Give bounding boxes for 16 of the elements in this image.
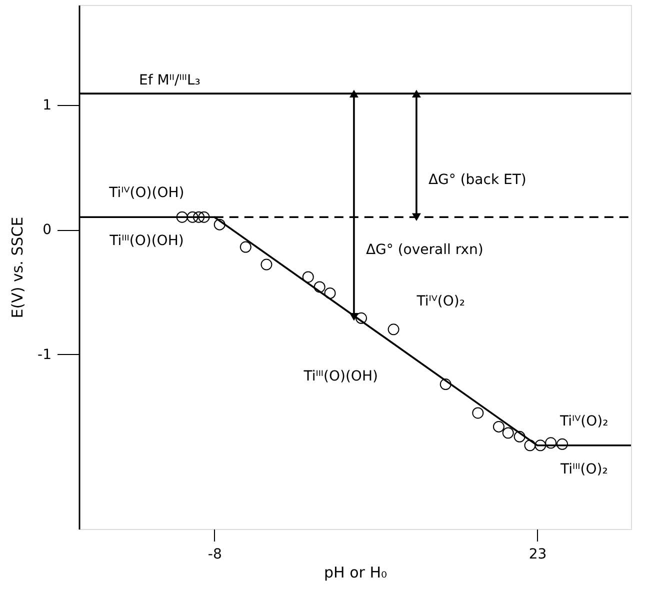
x-tick-label: -8 <box>208 546 222 562</box>
x-tick-label: 23 <box>528 546 547 562</box>
annotation: Tiᴵⱽ(O)₂ <box>416 293 465 310</box>
annotation: ΔG° (back ET) <box>428 172 526 188</box>
x-axis-title: pH or H₀ <box>324 564 387 582</box>
y-tick-label: -1 <box>38 346 52 363</box>
y-tick-label: 1 <box>42 97 52 114</box>
y-tick-label: 0 <box>42 222 52 238</box>
annotation: Tiᴵᴵᴵ(O)₂ <box>559 461 608 478</box>
annotation: Tiᴵᴵᴵ(O)(OH) <box>302 368 378 384</box>
annotation: Tiᴵⱽ(O)₂ <box>559 413 608 430</box>
annotation: ΔG° (overall rxn) <box>366 242 484 258</box>
ref-line-label: Ef Mᴵᴵ/ᴵᴵᴵL₃ <box>139 72 200 89</box>
annotation: Tiᴵⱽ(O)(OH) <box>108 185 184 202</box>
y-axis-title: E(V) vs. SSCE <box>8 216 27 318</box>
annotation: Tiᴵᴵᴵ(O)(OH) <box>108 233 184 250</box>
